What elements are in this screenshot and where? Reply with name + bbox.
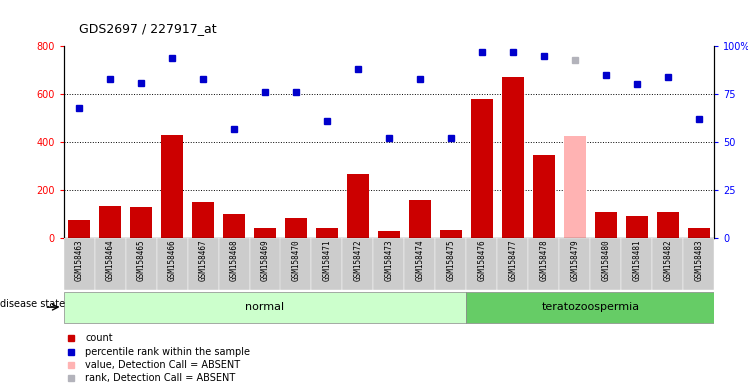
Bar — [218, 238, 250, 290]
Text: GSM158473: GSM158473 — [384, 240, 393, 281]
Text: count: count — [85, 333, 113, 343]
Text: value, Detection Call = ABSENT: value, Detection Call = ABSENT — [85, 360, 240, 370]
Text: GSM158475: GSM158475 — [447, 240, 456, 281]
Text: GSM158468: GSM158468 — [230, 240, 239, 281]
Text: teratozoospermia: teratozoospermia — [542, 302, 640, 312]
Bar — [405, 238, 435, 290]
Bar — [657, 212, 678, 238]
Bar — [564, 136, 586, 238]
Bar — [409, 200, 431, 238]
Text: GSM158465: GSM158465 — [137, 240, 146, 281]
Text: GSM158467: GSM158467 — [198, 240, 207, 281]
Text: GSM158471: GSM158471 — [322, 240, 331, 281]
Bar — [467, 292, 714, 323]
Bar — [533, 155, 555, 238]
Bar — [250, 238, 280, 290]
Bar — [343, 238, 373, 290]
Text: GSM158464: GSM158464 — [105, 240, 114, 281]
Bar — [64, 292, 467, 323]
Bar — [68, 220, 90, 238]
Bar — [254, 228, 276, 238]
Bar — [435, 238, 467, 290]
Bar — [347, 174, 369, 238]
Bar — [280, 238, 311, 290]
Bar — [560, 238, 590, 290]
Bar — [223, 214, 245, 238]
Text: GDS2697 / 227917_at: GDS2697 / 227917_at — [79, 22, 216, 35]
Bar — [94, 238, 126, 290]
Text: GSM158469: GSM158469 — [260, 240, 269, 281]
Bar — [378, 231, 399, 238]
Bar — [285, 218, 307, 238]
Bar — [316, 228, 338, 238]
Bar — [471, 99, 493, 238]
Text: GSM158476: GSM158476 — [477, 240, 486, 281]
Bar — [161, 135, 183, 238]
Text: GSM158480: GSM158480 — [601, 240, 610, 281]
Text: GSM158477: GSM158477 — [509, 240, 518, 281]
Text: GSM158474: GSM158474 — [415, 240, 424, 281]
Bar — [626, 217, 648, 238]
Text: disease state: disease state — [0, 299, 65, 309]
Bar — [467, 238, 497, 290]
Text: GSM158463: GSM158463 — [75, 240, 84, 281]
Text: GSM158479: GSM158479 — [571, 240, 580, 281]
Text: GSM158483: GSM158483 — [694, 240, 703, 281]
Bar — [502, 77, 524, 238]
Bar — [156, 238, 188, 290]
Text: normal: normal — [245, 302, 284, 312]
Bar — [684, 238, 714, 290]
Bar — [688, 228, 710, 238]
Bar — [64, 238, 94, 290]
Bar — [528, 238, 560, 290]
Text: GSM158482: GSM158482 — [663, 240, 672, 281]
Text: rank, Detection Call = ABSENT: rank, Detection Call = ABSENT — [85, 373, 236, 384]
Bar — [622, 238, 652, 290]
Bar — [497, 238, 528, 290]
Bar — [595, 212, 616, 238]
Bar — [126, 238, 156, 290]
Bar — [652, 238, 684, 290]
Bar — [590, 238, 622, 290]
Text: GSM158472: GSM158472 — [354, 240, 363, 281]
Bar — [440, 230, 462, 238]
Text: GSM158481: GSM158481 — [632, 240, 641, 281]
Text: GSM158478: GSM158478 — [539, 240, 548, 281]
Text: GSM158466: GSM158466 — [168, 240, 177, 281]
Bar — [188, 238, 218, 290]
Text: GSM158470: GSM158470 — [292, 240, 301, 281]
Bar — [99, 206, 121, 238]
Bar — [311, 238, 343, 290]
Bar — [130, 207, 152, 238]
Bar — [373, 238, 405, 290]
Text: percentile rank within the sample: percentile rank within the sample — [85, 347, 250, 357]
Bar — [192, 202, 214, 238]
